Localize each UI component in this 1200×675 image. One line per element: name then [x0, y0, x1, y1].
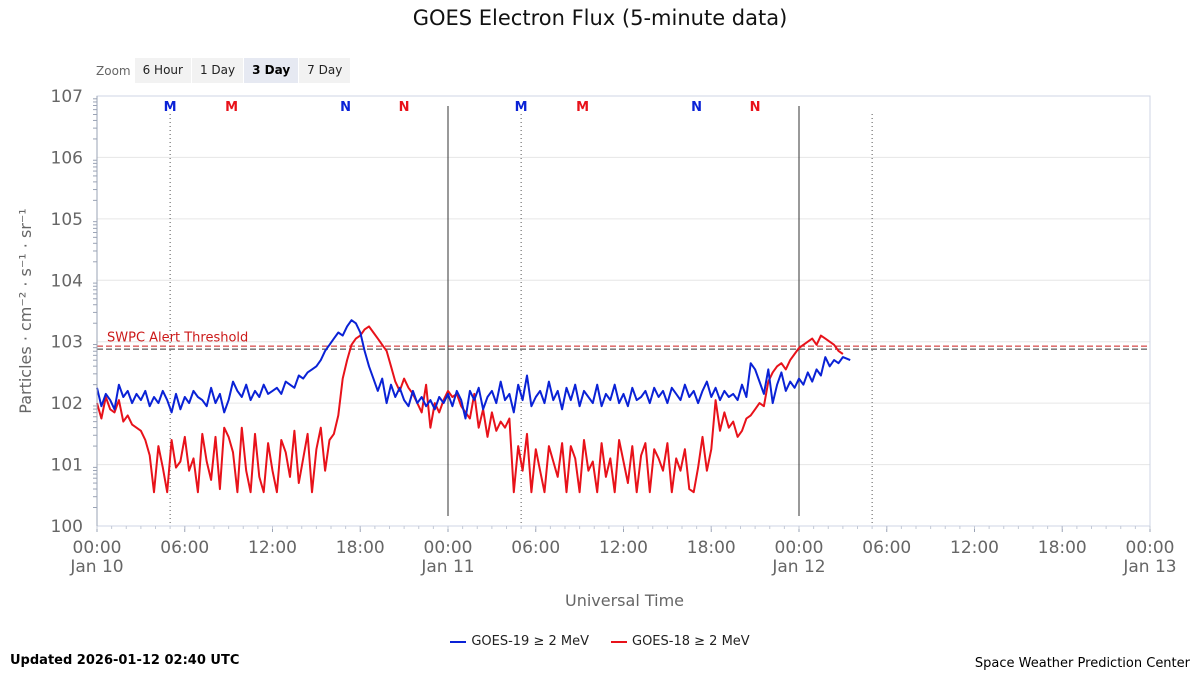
x-tick-time-label: 00:00: [775, 538, 824, 558]
x-tick-date-label: Jan 13: [1122, 557, 1176, 577]
x-tick-date-label: Jan 12: [771, 557, 825, 577]
x-tick-time-label: 12:00: [950, 538, 999, 558]
y-tick-exponent: 7: [72, 87, 83, 107]
series-goes-18-line[interactable]: [96, 325, 844, 494]
legend-item-goes-19[interactable]: GOES-19 ≥ 2 MeV: [450, 634, 589, 649]
alert-threshold: SWPC Alert Threshold: [97, 331, 1150, 350]
y-tick-exponent: 3: [72, 333, 83, 353]
legend-item-goes-18[interactable]: GOES-18 ≥ 2 MeV: [611, 634, 750, 649]
x-tick-date-label: Jan 11: [420, 557, 474, 577]
y-tick-exponent: 5: [72, 210, 83, 230]
zoom-3-day-button[interactable]: 3 Day: [244, 58, 299, 83]
y-tick-exponent: 4: [72, 271, 83, 291]
x-tick-time-label: 18:00: [687, 538, 736, 558]
x-tick-time-label: 06:00: [511, 538, 560, 558]
series-goes-19-line[interactable]: [96, 319, 851, 420]
y-tick-label: 105: [51, 210, 83, 230]
midnight-marker: M: [225, 100, 238, 115]
noon-marker: N: [340, 100, 351, 115]
x-tick-time-label: 00:00: [424, 538, 473, 558]
y-tick-label: 106: [51, 148, 83, 168]
y-tick-base: 10: [51, 210, 73, 230]
noon-marker: N: [399, 100, 410, 115]
series-lines[interactable]: [96, 319, 851, 494]
noon-marker: N: [691, 100, 702, 115]
x-axis-label: Universal Time: [565, 591, 684, 610]
y-tick-label: 107: [51, 87, 83, 107]
y-tick-exponent: 0: [72, 517, 83, 537]
y-axis-label: Particles · cm⁻² · s⁻¹ · sr⁻¹: [16, 208, 35, 413]
zoom-control: Zoom 6 Hour 1 Day 3 Day 7 Day: [96, 58, 351, 83]
legend-label-goes-18: GOES-18 ≥ 2 MeV: [632, 634, 750, 649]
x-tick-time-label: 12:00: [248, 538, 297, 558]
y-tick-label: 100: [51, 517, 83, 537]
legend-swatch-goes-19: [450, 640, 467, 643]
x-tick-time-label: 06:00: [862, 538, 911, 558]
legend: GOES-19 ≥ 2 MeV GOES-18 ≥ 2 MeV: [0, 634, 1200, 649]
y-tick-base: 10: [51, 87, 73, 107]
x-tick-time-label: 00:00: [1126, 538, 1175, 558]
y-tick-label: 103: [51, 333, 83, 353]
x-tick-date-label: Jan 10: [69, 557, 123, 577]
y-tick-base: 10: [51, 333, 73, 353]
updated-timestamp: Updated 2026-01-12 02:40 UTC: [10, 653, 240, 668]
midnight-marker: M: [515, 100, 528, 115]
y-tick-exponent: 6: [72, 148, 83, 168]
zoom-1-day-button[interactable]: 1 Day: [191, 58, 244, 83]
y-tick-base: 10: [51, 271, 73, 291]
zoom-7-day-button[interactable]: 7 Day: [299, 58, 351, 83]
x-tick-time-label: 12:00: [599, 538, 648, 558]
legend-swatch-goes-18: [611, 640, 627, 643]
chart-title: GOES Electron Flux (5-minute data): [412, 6, 788, 30]
y-tick-base: 10: [51, 517, 73, 537]
x-tick-time-label: 18:00: [336, 538, 385, 558]
midnight-marker: M: [164, 100, 177, 115]
y-tick-label: 104: [51, 271, 83, 291]
zoom-label: Zoom: [96, 63, 131, 78]
zoom-6-hour-button[interactable]: 6 Hour: [134, 58, 191, 83]
midnight-marker: M: [576, 100, 589, 115]
threshold-label: SWPC Alert Threshold: [107, 331, 248, 346]
noon-marker: N: [750, 100, 761, 115]
y-tick-base: 10: [51, 456, 73, 476]
y-tick-exponent: 1: [72, 456, 83, 476]
legend-label-goes-19: GOES-19 ≥ 2 MeV: [471, 634, 589, 649]
x-tick-time-label: 18:00: [1038, 538, 1087, 558]
y-tick-base: 10: [51, 394, 73, 414]
y-tick-exponent: 2: [72, 394, 83, 414]
y-tick-label: 101: [51, 456, 83, 476]
credit-label: Space Weather Prediction Center: [974, 656, 1190, 671]
y-tick-base: 10: [51, 148, 73, 168]
x-tick-time-label: 00:00: [73, 538, 122, 558]
y-tick-label: 102: [51, 394, 83, 414]
x-tick-time-label: 06:00: [160, 538, 209, 558]
